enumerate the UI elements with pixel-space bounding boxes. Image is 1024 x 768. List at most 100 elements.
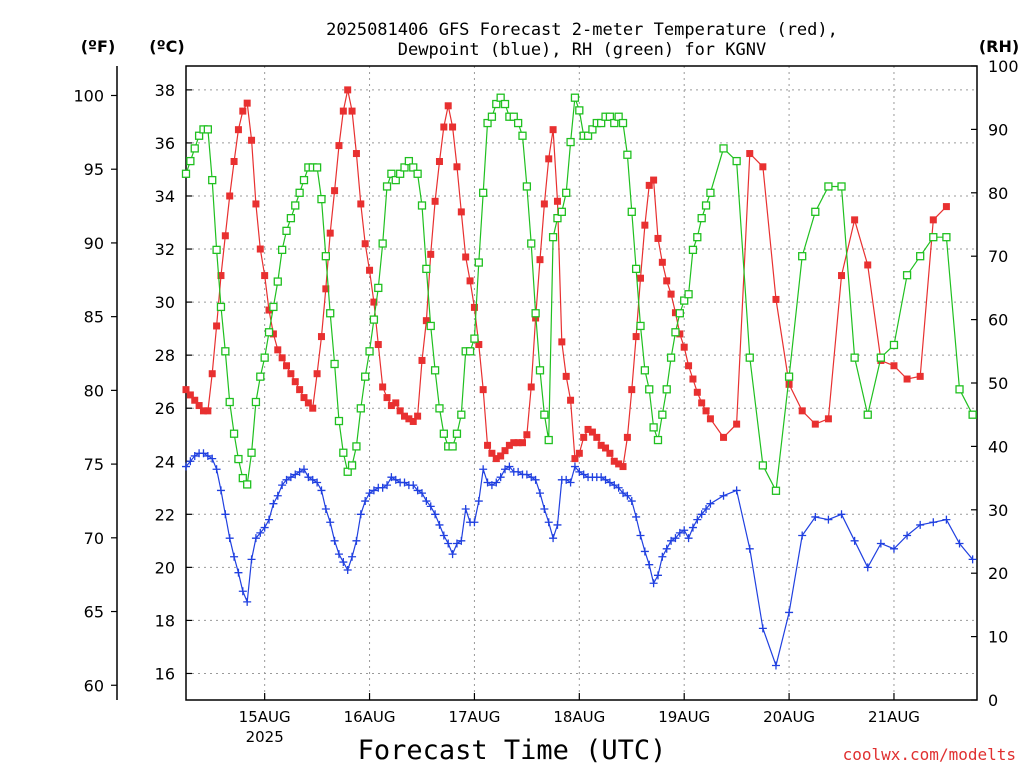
temperature-point xyxy=(505,441,513,449)
rh-point xyxy=(942,233,951,242)
dewpoint-point xyxy=(334,550,343,559)
temperature-point xyxy=(606,449,614,457)
temperature-point xyxy=(457,208,465,216)
rh-point xyxy=(588,125,597,134)
temperature-point xyxy=(584,425,592,433)
rh-point xyxy=(273,277,282,286)
dewpoint-point xyxy=(391,475,400,484)
temperature-point xyxy=(274,346,282,354)
rh-point xyxy=(474,258,483,267)
rh-point xyxy=(570,93,580,102)
temperature-point xyxy=(256,245,264,253)
temperature-point xyxy=(475,341,483,349)
dewpoint-point xyxy=(837,510,846,519)
time-tick-label: 16AUG xyxy=(344,708,396,726)
rh-point xyxy=(330,359,339,369)
fahrenheit-tick-label: 65 xyxy=(84,603,104,622)
dewpoint-point xyxy=(365,489,374,498)
temperature-point xyxy=(479,386,487,394)
temperature-point xyxy=(335,142,343,150)
dewpoint-point xyxy=(339,558,348,567)
dewpoint-point xyxy=(304,473,313,482)
rh-point xyxy=(566,137,575,147)
celsius-unit-label: (ºC) xyxy=(149,37,184,56)
temperature-point xyxy=(519,439,527,447)
dewpoint-point xyxy=(343,566,352,575)
temperature-point xyxy=(344,86,352,94)
rh-point xyxy=(850,353,859,362)
dewpoint-point xyxy=(619,489,628,498)
dewpoint-point xyxy=(474,497,483,506)
dewpoint-point xyxy=(356,510,365,519)
fahrenheit-unit-label: (ºF) xyxy=(81,37,116,56)
rh-point xyxy=(798,252,807,261)
dewpoint-point xyxy=(256,528,265,537)
rh-point xyxy=(243,480,252,489)
rh-point xyxy=(234,454,243,464)
temperature-point xyxy=(733,420,741,428)
temperature-point xyxy=(628,386,636,394)
celsius-tick-label: 18 xyxy=(155,611,175,630)
temperature-point xyxy=(269,330,277,338)
dewpoint-point xyxy=(549,534,558,543)
rh-point xyxy=(186,156,195,166)
temperature-point xyxy=(317,333,325,341)
dewpoint-point xyxy=(675,528,684,537)
rh-point xyxy=(212,245,221,255)
dewpoint-point xyxy=(496,473,505,482)
rh-point xyxy=(662,385,671,394)
rh-axis: 0 10 20 30 40 50 60 70 80 90 100 xyxy=(971,57,1019,710)
temperature-point xyxy=(575,449,583,457)
fahrenheit-axis: 60 65 70 75 80 85 90 95 100 xyxy=(73,86,117,695)
rh-point xyxy=(889,340,899,350)
rh-point xyxy=(387,169,396,178)
dewpoint-point xyxy=(221,510,230,519)
rh-point xyxy=(553,214,562,223)
time-tick-label: 17AUG xyxy=(448,708,500,726)
dewpoint-point xyxy=(649,579,658,588)
rh-point xyxy=(649,423,658,432)
temperature-point xyxy=(453,163,461,171)
dewpoint-point xyxy=(452,539,461,548)
dewpoint-point xyxy=(444,539,453,548)
rh-point xyxy=(544,435,553,445)
dewpoint-point xyxy=(544,518,553,527)
rh-point xyxy=(430,366,440,375)
temperature-point xyxy=(291,378,299,386)
dewpoint-point xyxy=(640,547,649,556)
dewpoint-point xyxy=(863,563,872,572)
rh-point xyxy=(282,226,291,235)
dewpoint-point xyxy=(745,544,754,553)
temperature-point xyxy=(348,107,356,115)
rh-point xyxy=(413,169,422,178)
dewpoint-point xyxy=(383,481,392,490)
temperature-point xyxy=(702,407,710,415)
dewpoint-point xyxy=(487,481,496,490)
rh-point xyxy=(522,182,532,191)
dewpoint-point xyxy=(688,523,697,532)
dewpoint-point xyxy=(570,462,579,471)
temperature-point xyxy=(811,420,819,428)
dewpoint-point xyxy=(265,515,274,524)
dewpoint-point xyxy=(400,478,409,487)
series-group xyxy=(181,86,977,670)
rh-point xyxy=(675,309,684,318)
temperature-point xyxy=(401,412,409,420)
fahrenheit-tick-label: 60 xyxy=(84,676,104,695)
rh-point xyxy=(535,366,545,375)
temperature-point xyxy=(510,439,518,447)
temperature-point xyxy=(440,123,448,131)
dewpoint-point xyxy=(684,534,693,543)
dewpoint-point xyxy=(461,505,470,514)
rh-point xyxy=(732,156,741,166)
temperature-point xyxy=(405,415,413,423)
rh-point xyxy=(837,182,846,191)
temperature-point xyxy=(492,455,500,463)
temperature-point xyxy=(435,157,443,165)
dewpoint-point xyxy=(208,454,217,463)
temperature-point xyxy=(540,200,548,208)
rh-point xyxy=(618,118,628,128)
temperature-point xyxy=(942,203,950,211)
temperature-point xyxy=(418,356,426,364)
dewpoint-point xyxy=(811,512,820,521)
